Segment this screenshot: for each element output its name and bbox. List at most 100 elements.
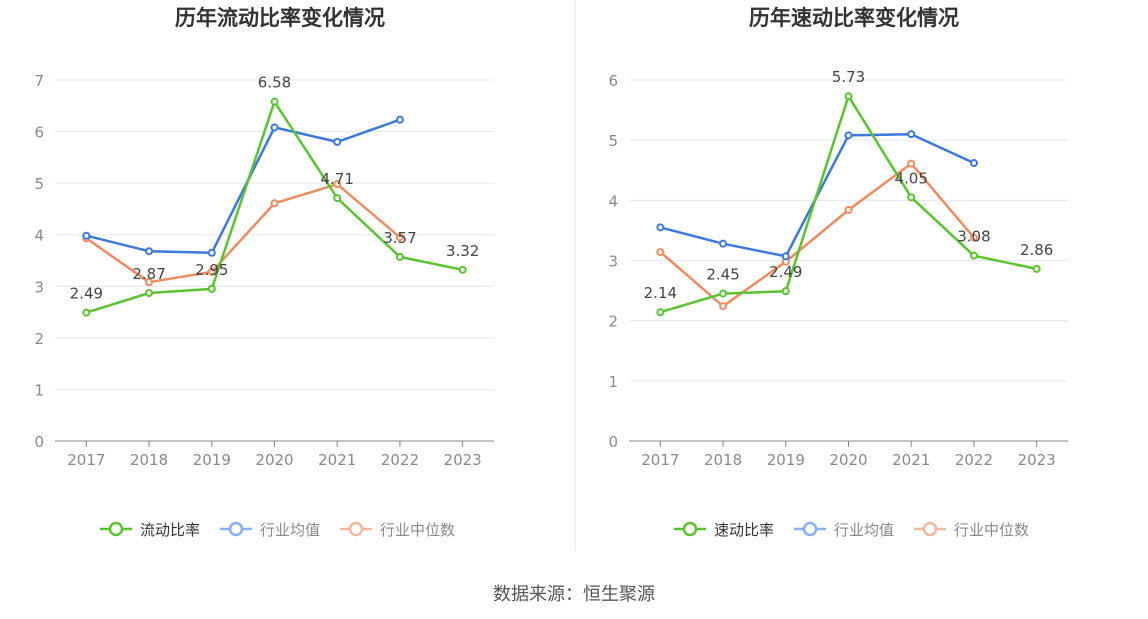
company-data-point[interactable] bbox=[907, 193, 916, 202]
legend-label: 行业中位数 bbox=[380, 521, 455, 539]
company-data-point[interactable] bbox=[719, 289, 728, 298]
industry-avg-data-point[interactable] bbox=[656, 223, 665, 232]
panel-divider bbox=[575, 0, 576, 550]
y-tick-label: 0 bbox=[34, 433, 44, 451]
industry-avg-data-point[interactable] bbox=[719, 239, 728, 248]
y-tick-label: 5 bbox=[608, 132, 618, 150]
company-data-point[interactable] bbox=[82, 308, 91, 317]
data-label: 3.08 bbox=[957, 228, 990, 246]
y-tick-label: 6 bbox=[34, 124, 44, 142]
data-source-note: 数据来源：恒生聚源 bbox=[493, 584, 655, 605]
company-data-point[interactable] bbox=[270, 97, 279, 106]
industry-avg-data-point[interactable] bbox=[781, 252, 790, 261]
industry-median-data-point[interactable] bbox=[395, 233, 404, 242]
legend-label: 行业中位数 bbox=[954, 521, 1029, 539]
current-ratio-chart-panel: 历年流动比率变化情况 0 1 2 3 4 5 6 7 2017 2018 2019 2020 2021 20… bbox=[0, 0, 574, 560]
data-label: 4.05 bbox=[895, 169, 928, 187]
legend-item-industry-avg[interactable]: 行业均值 bbox=[794, 521, 894, 539]
industry-median-data-point[interactable] bbox=[907, 159, 916, 168]
y-tick-label: 3 bbox=[608, 253, 618, 271]
data-label: 5.73 bbox=[832, 68, 865, 86]
legend-marker-icon bbox=[108, 521, 124, 537]
company-data-point[interactable] bbox=[969, 251, 978, 260]
company-data-point[interactable] bbox=[656, 308, 665, 317]
industry-avg-data-point[interactable] bbox=[145, 247, 154, 256]
legend-item-company[interactable]: 速动比率 bbox=[674, 521, 774, 539]
data-label: 2.86 bbox=[1020, 241, 1053, 259]
industry-avg-data-point[interactable] bbox=[270, 123, 279, 132]
industry-median-data-point[interactable] bbox=[844, 205, 853, 214]
y-tick-label: 7 bbox=[34, 72, 44, 90]
data-label: 6.58 bbox=[258, 74, 291, 92]
y-tick-label: 6 bbox=[608, 72, 618, 90]
industry-avg-data-point[interactable] bbox=[844, 131, 853, 140]
industry-avg-series-line bbox=[86, 118, 401, 255]
legend-marker-icon bbox=[922, 521, 938, 537]
industry-avg-data-point[interactable] bbox=[969, 159, 978, 168]
data-label: 2.49 bbox=[769, 263, 802, 281]
company-data-point[interactable] bbox=[145, 288, 154, 297]
company-data-point[interactable] bbox=[844, 92, 853, 101]
legend-label: 流动比率 bbox=[140, 521, 200, 539]
legend-item-industry-avg[interactable]: 行业均值 bbox=[220, 521, 320, 539]
x-tick-label: 2017 bbox=[641, 451, 679, 469]
company-data-point[interactable] bbox=[1032, 264, 1041, 273]
x-tick-label: 2023 bbox=[1018, 451, 1056, 469]
x-tick-label: 2018 bbox=[704, 451, 742, 469]
company-data-point[interactable] bbox=[333, 194, 342, 203]
y-tick-label: 4 bbox=[34, 227, 44, 245]
data-label: 2.14 bbox=[644, 284, 677, 302]
legend-item-industry-median[interactable]: 行业中位数 bbox=[340, 521, 455, 539]
industry-median-data-point[interactable] bbox=[719, 302, 728, 311]
x-tick-label: 2021 bbox=[892, 451, 930, 469]
y-tick-label: 4 bbox=[608, 192, 618, 210]
y-tick-label: 2 bbox=[608, 313, 618, 331]
legend-item-industry-median[interactable]: 行业中位数 bbox=[914, 521, 1029, 539]
legend-label: 速动比率 bbox=[714, 521, 774, 539]
company-data-point[interactable] bbox=[458, 265, 467, 274]
x-tick-label: 2022 bbox=[955, 451, 993, 469]
data-label: 2.87 bbox=[132, 265, 165, 283]
current-chart-title: 历年流动比率变化情况 bbox=[175, 6, 385, 30]
industry-median-data-point[interactable] bbox=[969, 233, 978, 242]
industry-avg-data-point[interactable] bbox=[333, 137, 342, 146]
company-data-point[interactable] bbox=[207, 284, 216, 293]
company-data-point[interactable] bbox=[395, 252, 404, 261]
y-tick-label: 1 bbox=[608, 373, 618, 391]
y-tick-label: 2 bbox=[34, 330, 44, 348]
data-label: 2.45 bbox=[706, 266, 739, 284]
industry-median-data-point[interactable] bbox=[656, 248, 665, 257]
data-label: 2.95 bbox=[195, 261, 228, 279]
industry-median-data-point[interactable] bbox=[207, 267, 216, 276]
industry-median-data-point[interactable] bbox=[333, 180, 342, 189]
quick-chart-title: 历年速动比率变化情况 bbox=[749, 6, 959, 30]
industry-median-data-point[interactable] bbox=[145, 278, 154, 287]
data-label: 2.49 bbox=[70, 285, 103, 303]
industry-avg-data-point[interactable] bbox=[82, 231, 91, 240]
legend-marker-icon bbox=[348, 521, 364, 537]
legend-marker-icon bbox=[682, 521, 698, 537]
legend-marker-icon bbox=[802, 521, 818, 537]
x-tick-label: 2020 bbox=[829, 451, 867, 469]
industry-avg-data-point[interactable] bbox=[207, 248, 216, 257]
data-label: 3.57 bbox=[383, 229, 416, 247]
industry-median-data-point[interactable] bbox=[270, 199, 279, 208]
y-tick-label: 3 bbox=[34, 278, 44, 296]
industry-avg-data-point[interactable] bbox=[907, 130, 916, 139]
data-label: 3.32 bbox=[446, 242, 479, 260]
x-tick-label: 2022 bbox=[381, 451, 419, 469]
x-tick-label: 2018 bbox=[130, 451, 168, 469]
current-ratio-chart: 历年流动比率变化情况 0 1 2 3 4 5 6 7 2017 2018 2019 2020 2021 20… bbox=[34, 6, 494, 539]
x-tick-label: 2021 bbox=[318, 451, 356, 469]
company-data-point[interactable] bbox=[781, 287, 790, 296]
industry-avg-data-point[interactable] bbox=[395, 115, 404, 124]
industry-median-series-line bbox=[85, 182, 401, 284]
x-tick-label: 2023 bbox=[444, 451, 482, 469]
x-tick-label: 2020 bbox=[255, 451, 293, 469]
data-label: 4.71 bbox=[321, 170, 354, 188]
legend-marker-icon bbox=[228, 521, 244, 537]
legend-item-company[interactable]: 流动比率 bbox=[100, 521, 200, 539]
legend-label: 行业均值 bbox=[834, 521, 894, 539]
quick-ratio-chart-panel: 历年速动比率变化情况 0 1 2 3 4 5 6 2017 2018 2019 2020 2021 202… bbox=[574, 0, 1148, 560]
y-tick-label: 5 bbox=[34, 175, 44, 193]
